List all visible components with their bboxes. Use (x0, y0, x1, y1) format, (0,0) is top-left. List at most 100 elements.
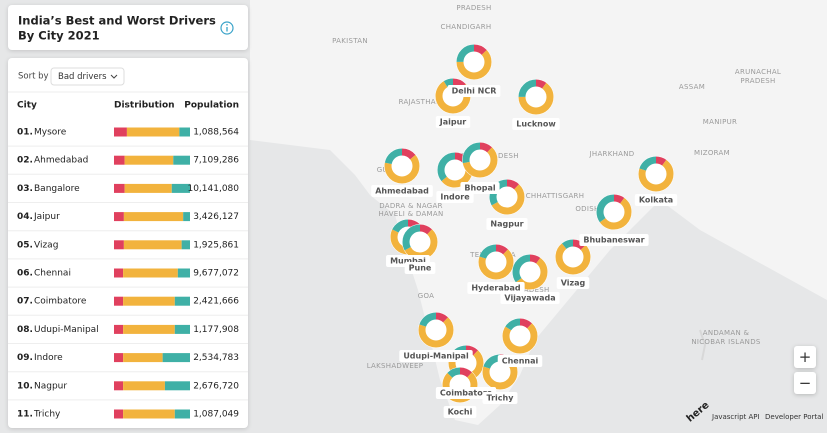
distribution-segment (114, 183, 125, 193)
distribution-segment (123, 324, 175, 334)
sort-dropdown[interactable] (50, 67, 125, 86)
marker[interactable] (462, 142, 498, 178)
zoom-in-label: + (799, 348, 812, 366)
donut-segment (512, 254, 548, 290)
marker-label: Kolkata (639, 196, 673, 205)
region-label: ARUNACHAL (735, 68, 781, 76)
marker-label-bg (371, 185, 433, 197)
region-label: ODISHA (575, 205, 604, 213)
rank: 02. (17, 156, 33, 166)
distribution-segment (114, 240, 124, 250)
donut-segment (555, 239, 591, 275)
donut-segment (418, 312, 454, 348)
marker[interactable] (502, 318, 538, 354)
info-icon[interactable] (220, 21, 234, 35)
marker-label-bg (634, 194, 678, 206)
marker[interactable] (518, 79, 554, 115)
marker-label: Trichy (487, 394, 515, 403)
info-button[interactable] (220, 21, 234, 35)
distribution-segment (124, 155, 174, 165)
footer-link[interactable]: Developer Portal (765, 413, 823, 421)
distribution-segment (114, 127, 127, 137)
population: 7,109,286 (193, 156, 239, 166)
marker-label: Kochi (448, 408, 473, 417)
marker-label-bg (579, 234, 649, 246)
marker[interactable] (596, 194, 632, 230)
marker-label-bg (497, 355, 543, 367)
distribution-segment (114, 296, 124, 306)
region-label: CHHATTISGARH (526, 192, 585, 200)
donut-segment (518, 79, 554, 115)
marker-label-bg (467, 282, 525, 294)
rank: 03. (17, 184, 33, 194)
region-label: DADRA & NAGAR (379, 202, 443, 210)
donut-segment (478, 244, 514, 280)
distribution-segment (123, 381, 165, 391)
distribution-segment (114, 212, 124, 222)
donut-segment (502, 318, 538, 354)
donut-segment (435, 78, 471, 114)
distribution-segment (179, 127, 190, 137)
city: Ahmedabad (34, 156, 88, 166)
marker[interactable] (418, 312, 454, 348)
marker-label-bg (482, 392, 518, 404)
marker[interactable] (512, 254, 548, 290)
population: 1,177,908 (193, 325, 239, 335)
donut-segment (489, 179, 525, 215)
donut-segment (442, 367, 478, 403)
donut-segment (448, 345, 484, 381)
donut-segment (482, 354, 518, 390)
population: 1,925,861 (193, 240, 239, 250)
distribution-segment (174, 409, 190, 419)
distribution-segment (123, 409, 175, 419)
city: Mysore (34, 128, 67, 138)
region-label: ANDAMAN & (703, 329, 750, 337)
donut-segment (502, 318, 538, 354)
marker-label-bg (435, 387, 497, 399)
marker-label-bg (399, 350, 473, 362)
region-label: PAKISTAN (332, 37, 368, 45)
footer-link[interactable]: Javascript API (711, 413, 760, 421)
marker-label: Mumbai (390, 257, 426, 266)
marker-label-bg (556, 277, 590, 289)
rank: 04. (17, 212, 33, 222)
marker[interactable] (555, 239, 591, 275)
population: 1,088,564 (193, 128, 239, 138)
distribution-segment (114, 409, 124, 419)
region-label: CHANDIGARH (441, 23, 492, 31)
marker-label: Nagpur (490, 220, 523, 229)
zoom-in-button[interactable] (794, 346, 816, 368)
population: 9,677,072 (193, 269, 239, 279)
marker-label-bg (404, 262, 436, 274)
distribution-segment (123, 353, 163, 363)
marker-label: Vizag (561, 279, 586, 288)
distribution-segment (126, 127, 180, 137)
title-card (8, 5, 248, 50)
region-label: GOA (418, 292, 435, 300)
donut-segment (462, 142, 498, 178)
marker[interactable] (384, 148, 420, 184)
donut-segment (478, 244, 514, 280)
marker[interactable] (456, 44, 492, 80)
region-label: PRADESH (456, 4, 491, 12)
rank: 08. (17, 325, 33, 335)
distribution-segment (114, 381, 124, 391)
donut-segment (596, 194, 632, 230)
distribution-segment (114, 324, 124, 334)
donut-segment (384, 148, 420, 184)
dropdown-chevron (110, 74, 118, 79)
marker[interactable] (402, 224, 438, 260)
marker[interactable] (478, 244, 514, 280)
rank: 06. (17, 269, 33, 279)
distribution-segment (123, 268, 178, 278)
marker-label: Indore (440, 193, 470, 202)
marker[interactable] (638, 156, 674, 192)
population: 2,676,720 (193, 381, 239, 391)
distribution-segment (123, 240, 182, 250)
zoom-out-button[interactable] (794, 372, 816, 394)
donut-segment (555, 239, 591, 275)
city: Coimbatore (34, 297, 87, 307)
city: Udupi-Manipal (34, 325, 99, 335)
donut-segment (596, 194, 632, 230)
zoom-out-label: − (799, 374, 812, 392)
